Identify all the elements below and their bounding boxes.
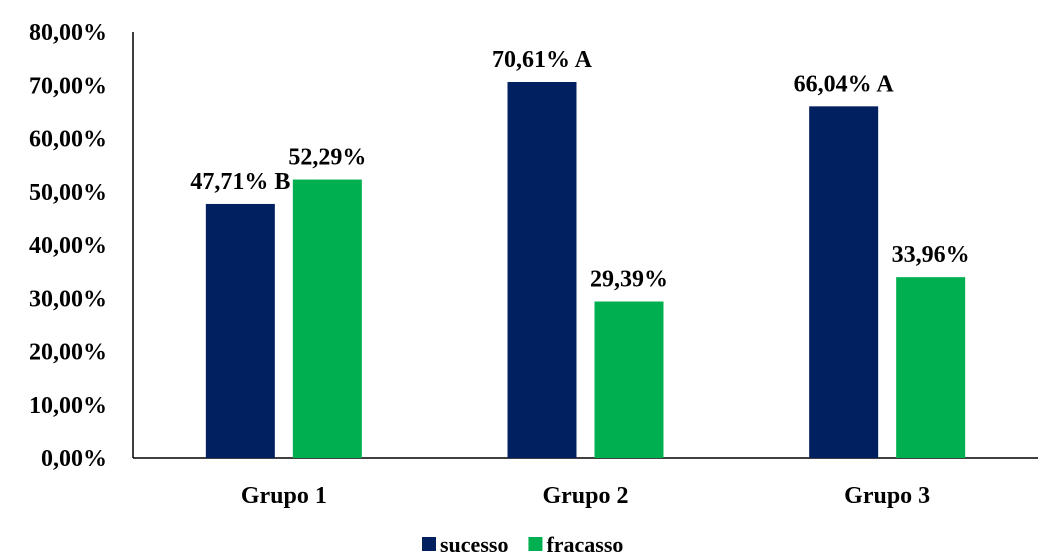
legend: sucesso fracasso [422, 532, 623, 557]
y-tick-label: 40,00% [29, 233, 107, 259]
x-category-label: Grupo 3 [844, 483, 930, 509]
bar-fracasso [896, 277, 966, 458]
y-tick-label: 0,00% [41, 446, 107, 472]
legend-swatch-fracasso [528, 537, 543, 551]
y-tick-label: 30,00% [29, 286, 107, 312]
data-label: 66,04% A [794, 71, 895, 97]
y-tick-label: 80,00% [29, 20, 107, 46]
data-label: 52,29% [288, 145, 366, 171]
bar-sucesso [205, 203, 275, 458]
data-label: 33,96% [892, 242, 970, 268]
x-category-label: Grupo 1 [241, 483, 327, 509]
x-category-label: Grupo 2 [542, 483, 628, 509]
data-labels: 47,71% B52,29% 70,61% A 29,39% 66,04% A 33,9… [190, 47, 969, 292]
y-tick-label: 10,00% [29, 393, 107, 419]
data-label: 70,61% A [492, 47, 593, 73]
bar-sucesso [507, 82, 577, 459]
y-tick-label: 60,00% [29, 127, 107, 153]
legend-label: fracasso [546, 532, 623, 557]
data-label: 47,71% B [190, 169, 290, 195]
legend-swatch-sucesso [422, 537, 436, 551]
bar-fracasso [594, 301, 664, 458]
y-tick-label: 50,00% [29, 180, 107, 206]
data-label: 29,39% [590, 266, 668, 292]
y-tick-label: 70,00% [29, 73, 107, 99]
y-tick-label: 20,00% [29, 340, 107, 366]
y-axis: 0,00% 10,00% 20,00% 30,00% 40,00% 50,00% 60,00… [29, 20, 134, 472]
bar-fracasso [292, 179, 362, 458]
x-axis: Grupo 1 Grupo 2 Grupo 3 [133, 457, 1038, 509]
bars [205, 82, 966, 459]
bar-sucesso [809, 106, 879, 458]
legend-label: sucesso [440, 532, 508, 557]
